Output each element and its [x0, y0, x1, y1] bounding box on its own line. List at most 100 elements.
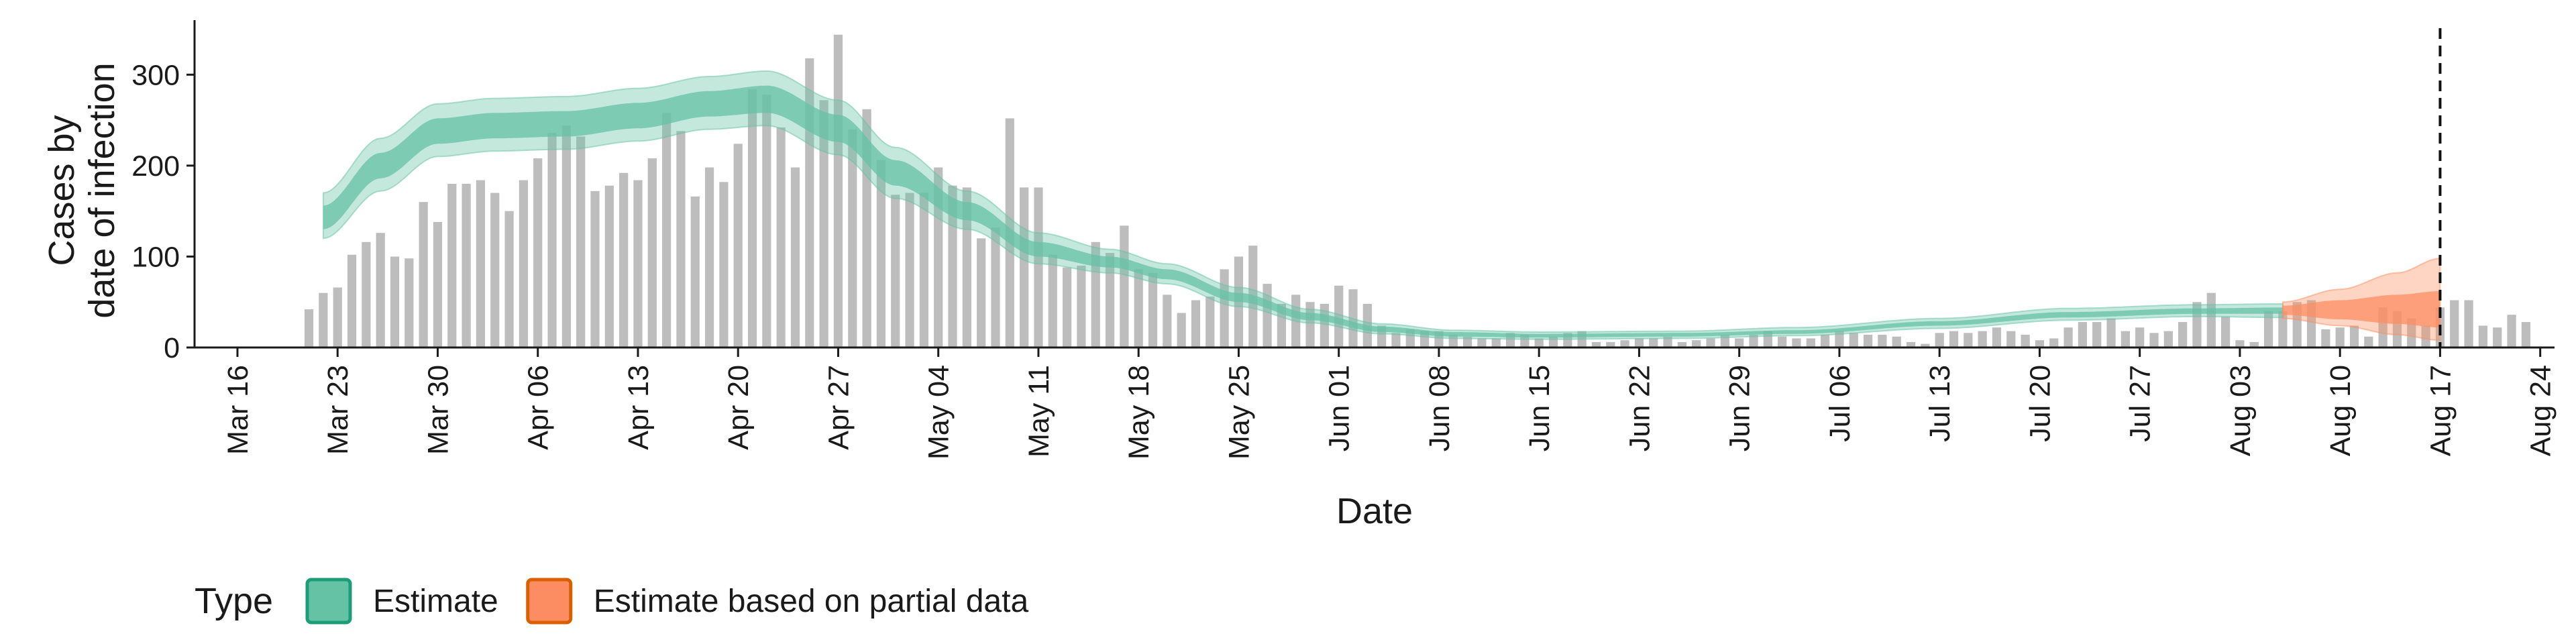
case-bar [1205, 297, 1215, 347]
case-bar [2035, 340, 2045, 347]
case-bar [1462, 336, 1472, 347]
case-bar [2149, 333, 2159, 347]
x-tick-label: Apr 13 [623, 365, 655, 450]
case-bar [2521, 322, 2530, 347]
case-bar [1892, 336, 1901, 347]
case-bar [1806, 338, 1815, 347]
case-bar [2206, 292, 2216, 347]
case-bar [819, 100, 828, 348]
legend-label: Estimate based on partial data [594, 584, 1029, 619]
case-bar [2507, 315, 2516, 347]
case-bar [333, 287, 342, 347]
case-bar [2221, 316, 2231, 347]
case-bar [490, 193, 500, 347]
case-bar [2335, 327, 2345, 347]
case-bar [919, 193, 928, 347]
legend-key-estimate [305, 578, 352, 625]
case-bar [362, 241, 371, 347]
case-bar [1491, 338, 1501, 347]
case-bar [1692, 340, 1701, 347]
case-bar [1120, 225, 1129, 347]
case-bar [2493, 327, 2502, 347]
case-bar [590, 191, 600, 347]
estimate-inner-band [323, 85, 2283, 338]
case-bar [2092, 322, 2102, 347]
case-bar [1062, 267, 1072, 347]
case-bar [1663, 336, 1672, 347]
case-bar [390, 256, 400, 347]
case-bar [1191, 300, 1201, 347]
estimate-ribbons [322, 70, 2441, 341]
case-bar [1277, 303, 1287, 347]
case-bar [1649, 338, 1658, 347]
y-axis-title-line: Cases by [42, 115, 82, 266]
case-bar [2235, 340, 2245, 347]
case-bar [1105, 253, 1115, 347]
case-bar [2049, 338, 2059, 347]
case-bar [790, 167, 800, 347]
x-tick-label: Jun 08 [1424, 365, 1456, 451]
case-bar [1978, 331, 1987, 347]
case-bar [2006, 331, 2016, 347]
x-tick-label: May 25 [1223, 365, 1255, 460]
case-bar [1792, 338, 1801, 347]
case-bar [1234, 256, 1244, 347]
case-bar [2321, 329, 2330, 347]
case-bar [1091, 241, 1100, 347]
case-bar [1949, 331, 1959, 347]
case-bar [733, 144, 743, 348]
case-bar [519, 180, 528, 347]
case-bar [1863, 335, 1873, 347]
legend: Type Estimate Estimate based on partial da… [195, 578, 1029, 625]
case-bar [2478, 325, 2487, 347]
case-bar [833, 34, 843, 347]
x-tick-label: Aug 03 [2224, 365, 2257, 456]
case-bar [2464, 300, 2473, 347]
x-tick-label: Aug 10 [2324, 365, 2357, 456]
case-bar [2121, 331, 2130, 347]
case-bar [2249, 341, 2259, 347]
case-bar [1020, 187, 1029, 347]
x-tick-label: May 18 [1123, 365, 1155, 460]
case-bar [776, 127, 786, 347]
case-bar [1034, 187, 1043, 347]
case-bar [1878, 335, 1887, 347]
case-bar [962, 187, 971, 347]
case-bar [2450, 300, 2459, 347]
case-bar [1677, 341, 1687, 347]
case-bar [319, 292, 328, 347]
case-bar [1835, 331, 1844, 347]
case-bar [1964, 333, 1973, 347]
case-bar [2349, 325, 2359, 347]
case-bar [1220, 269, 1229, 347]
case-bar [2135, 327, 2145, 347]
case-bar [504, 211, 514, 347]
case-bar [2063, 327, 2073, 347]
case-bar [1134, 269, 1143, 347]
case-bar [1177, 313, 1186, 347]
case-bar [2078, 322, 2088, 347]
case-bar [447, 184, 457, 347]
x-tick-label: Mar 23 [322, 365, 354, 455]
case-bar [405, 258, 414, 347]
case-bar [576, 136, 586, 347]
case-bar [1749, 335, 1758, 347]
case-bar [2421, 325, 2430, 347]
y-tick-label: 200 [131, 150, 180, 182]
x-tick-label: Apr 06 [523, 365, 555, 450]
case-bar [1148, 272, 1158, 347]
case-bar [991, 227, 1000, 347]
case-bar [1077, 266, 1086, 347]
case-bar [862, 109, 871, 347]
case-bar [619, 172, 629, 347]
x-tick-label: Mar 16 [222, 365, 254, 455]
case-bar [1520, 335, 1529, 347]
case-bar [1921, 343, 1930, 347]
case-bar [934, 167, 943, 347]
y-tick-label: 300 [131, 59, 180, 91]
case-bar [1735, 338, 1744, 347]
case-bar [1606, 341, 1615, 347]
case-bar [1821, 335, 1830, 347]
case-bar [2364, 336, 2373, 347]
